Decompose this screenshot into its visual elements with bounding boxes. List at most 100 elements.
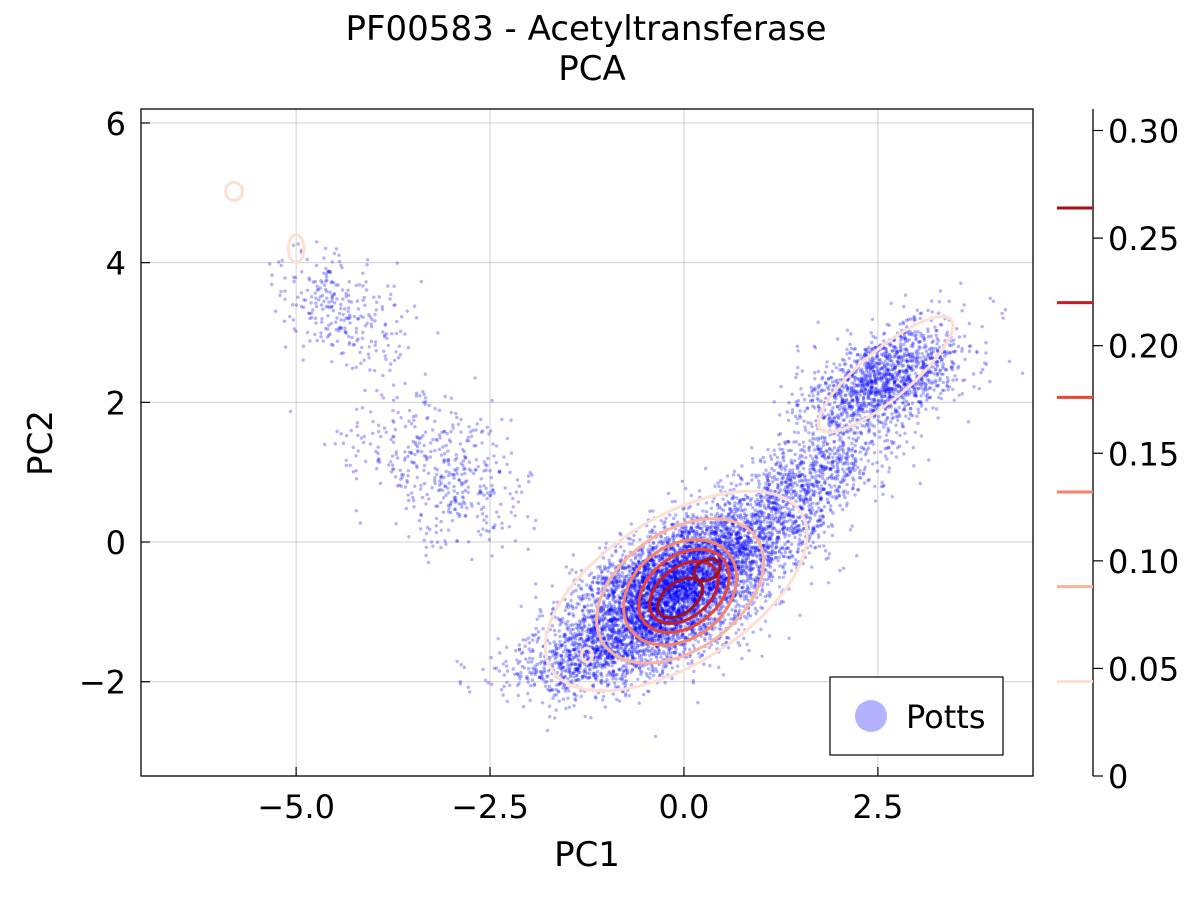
data-point — [596, 591, 600, 596]
data-point — [619, 596, 623, 600]
data-point — [684, 606, 688, 610]
data-point — [659, 637, 663, 641]
data-point — [692, 609, 696, 613]
data-point — [651, 603, 656, 607]
data-point — [729, 481, 733, 486]
data-point — [626, 600, 630, 604]
data-point — [658, 673, 662, 677]
data-point — [570, 642, 574, 647]
data-point — [688, 589, 692, 593]
data-point — [616, 638, 620, 642]
data-point — [712, 580, 716, 584]
data-point — [634, 564, 638, 569]
data-point — [695, 531, 699, 535]
data-point — [627, 618, 631, 622]
data-point — [671, 600, 675, 604]
data-point — [589, 603, 594, 607]
data-point — [657, 623, 662, 627]
data-point — [589, 639, 594, 643]
data-point — [620, 619, 624, 624]
data-point — [675, 559, 680, 563]
data-point — [711, 500, 715, 504]
data-point — [691, 643, 696, 648]
data-point — [660, 556, 664, 561]
data-point — [721, 620, 725, 624]
data-point — [740, 656, 744, 661]
data-point — [827, 552, 832, 556]
data-point — [664, 608, 668, 612]
data-point — [644, 610, 648, 614]
data-point — [667, 648, 671, 653]
data-point — [730, 608, 734, 612]
data-point — [629, 584, 634, 589]
data-point — [664, 516, 668, 520]
data-point — [634, 593, 638, 597]
data-point — [676, 568, 680, 572]
data-point — [594, 696, 598, 700]
data-point — [575, 601, 579, 606]
data-point — [605, 622, 609, 626]
data-point — [730, 575, 734, 579]
data-point — [590, 592, 595, 597]
data-point — [677, 604, 681, 608]
data-point — [602, 599, 606, 603]
data-point — [663, 520, 667, 524]
data-point — [617, 576, 621, 580]
data-point — [600, 614, 605, 618]
data-point — [679, 625, 683, 630]
data-point — [659, 655, 663, 659]
data-point — [691, 584, 695, 588]
data-point — [684, 529, 688, 533]
data-point — [677, 609, 681, 614]
data-point — [624, 574, 628, 578]
data-point — [739, 535, 743, 539]
data-point — [577, 629, 581, 633]
data-point — [681, 603, 685, 608]
data-point — [554, 642, 558, 647]
data-point — [600, 628, 604, 632]
data-point — [768, 592, 773, 597]
data-point — [664, 609, 669, 613]
data-point — [838, 568, 842, 573]
data-point — [680, 584, 685, 588]
data-point — [664, 578, 668, 582]
data-point — [736, 628, 741, 632]
data-point — [568, 656, 572, 660]
data-point — [717, 484, 721, 489]
data-point — [611, 670, 615, 674]
data-point — [617, 637, 622, 641]
data-point — [607, 612, 611, 616]
data-point — [654, 734, 658, 739]
data-point — [559, 681, 563, 685]
data-point — [571, 553, 576, 557]
data-point — [686, 621, 690, 625]
data-point — [751, 630, 755, 634]
data-point — [811, 540, 815, 545]
data-point — [610, 619, 614, 624]
data-point — [649, 631, 653, 636]
data-point — [527, 636, 531, 640]
data-point — [701, 530, 705, 534]
data-point — [653, 634, 658, 638]
data-point — [613, 616, 618, 621]
data-point — [733, 542, 737, 546]
data-point — [652, 606, 656, 610]
data-point — [711, 603, 715, 607]
data-point — [727, 501, 731, 505]
data-point — [692, 619, 696, 623]
data-point — [680, 609, 685, 613]
data-point — [605, 655, 610, 660]
data-point — [619, 545, 623, 549]
data-point — [614, 575, 618, 579]
data-point — [601, 613, 606, 617]
data-point — [613, 595, 617, 599]
data-point — [754, 575, 758, 579]
data-point — [656, 652, 660, 656]
data-point — [797, 527, 801, 532]
data-point — [661, 608, 666, 613]
data-point — [722, 573, 726, 577]
data-point — [669, 609, 673, 613]
data-point — [793, 535, 797, 540]
data-point — [703, 590, 707, 594]
data-point — [581, 608, 585, 612]
